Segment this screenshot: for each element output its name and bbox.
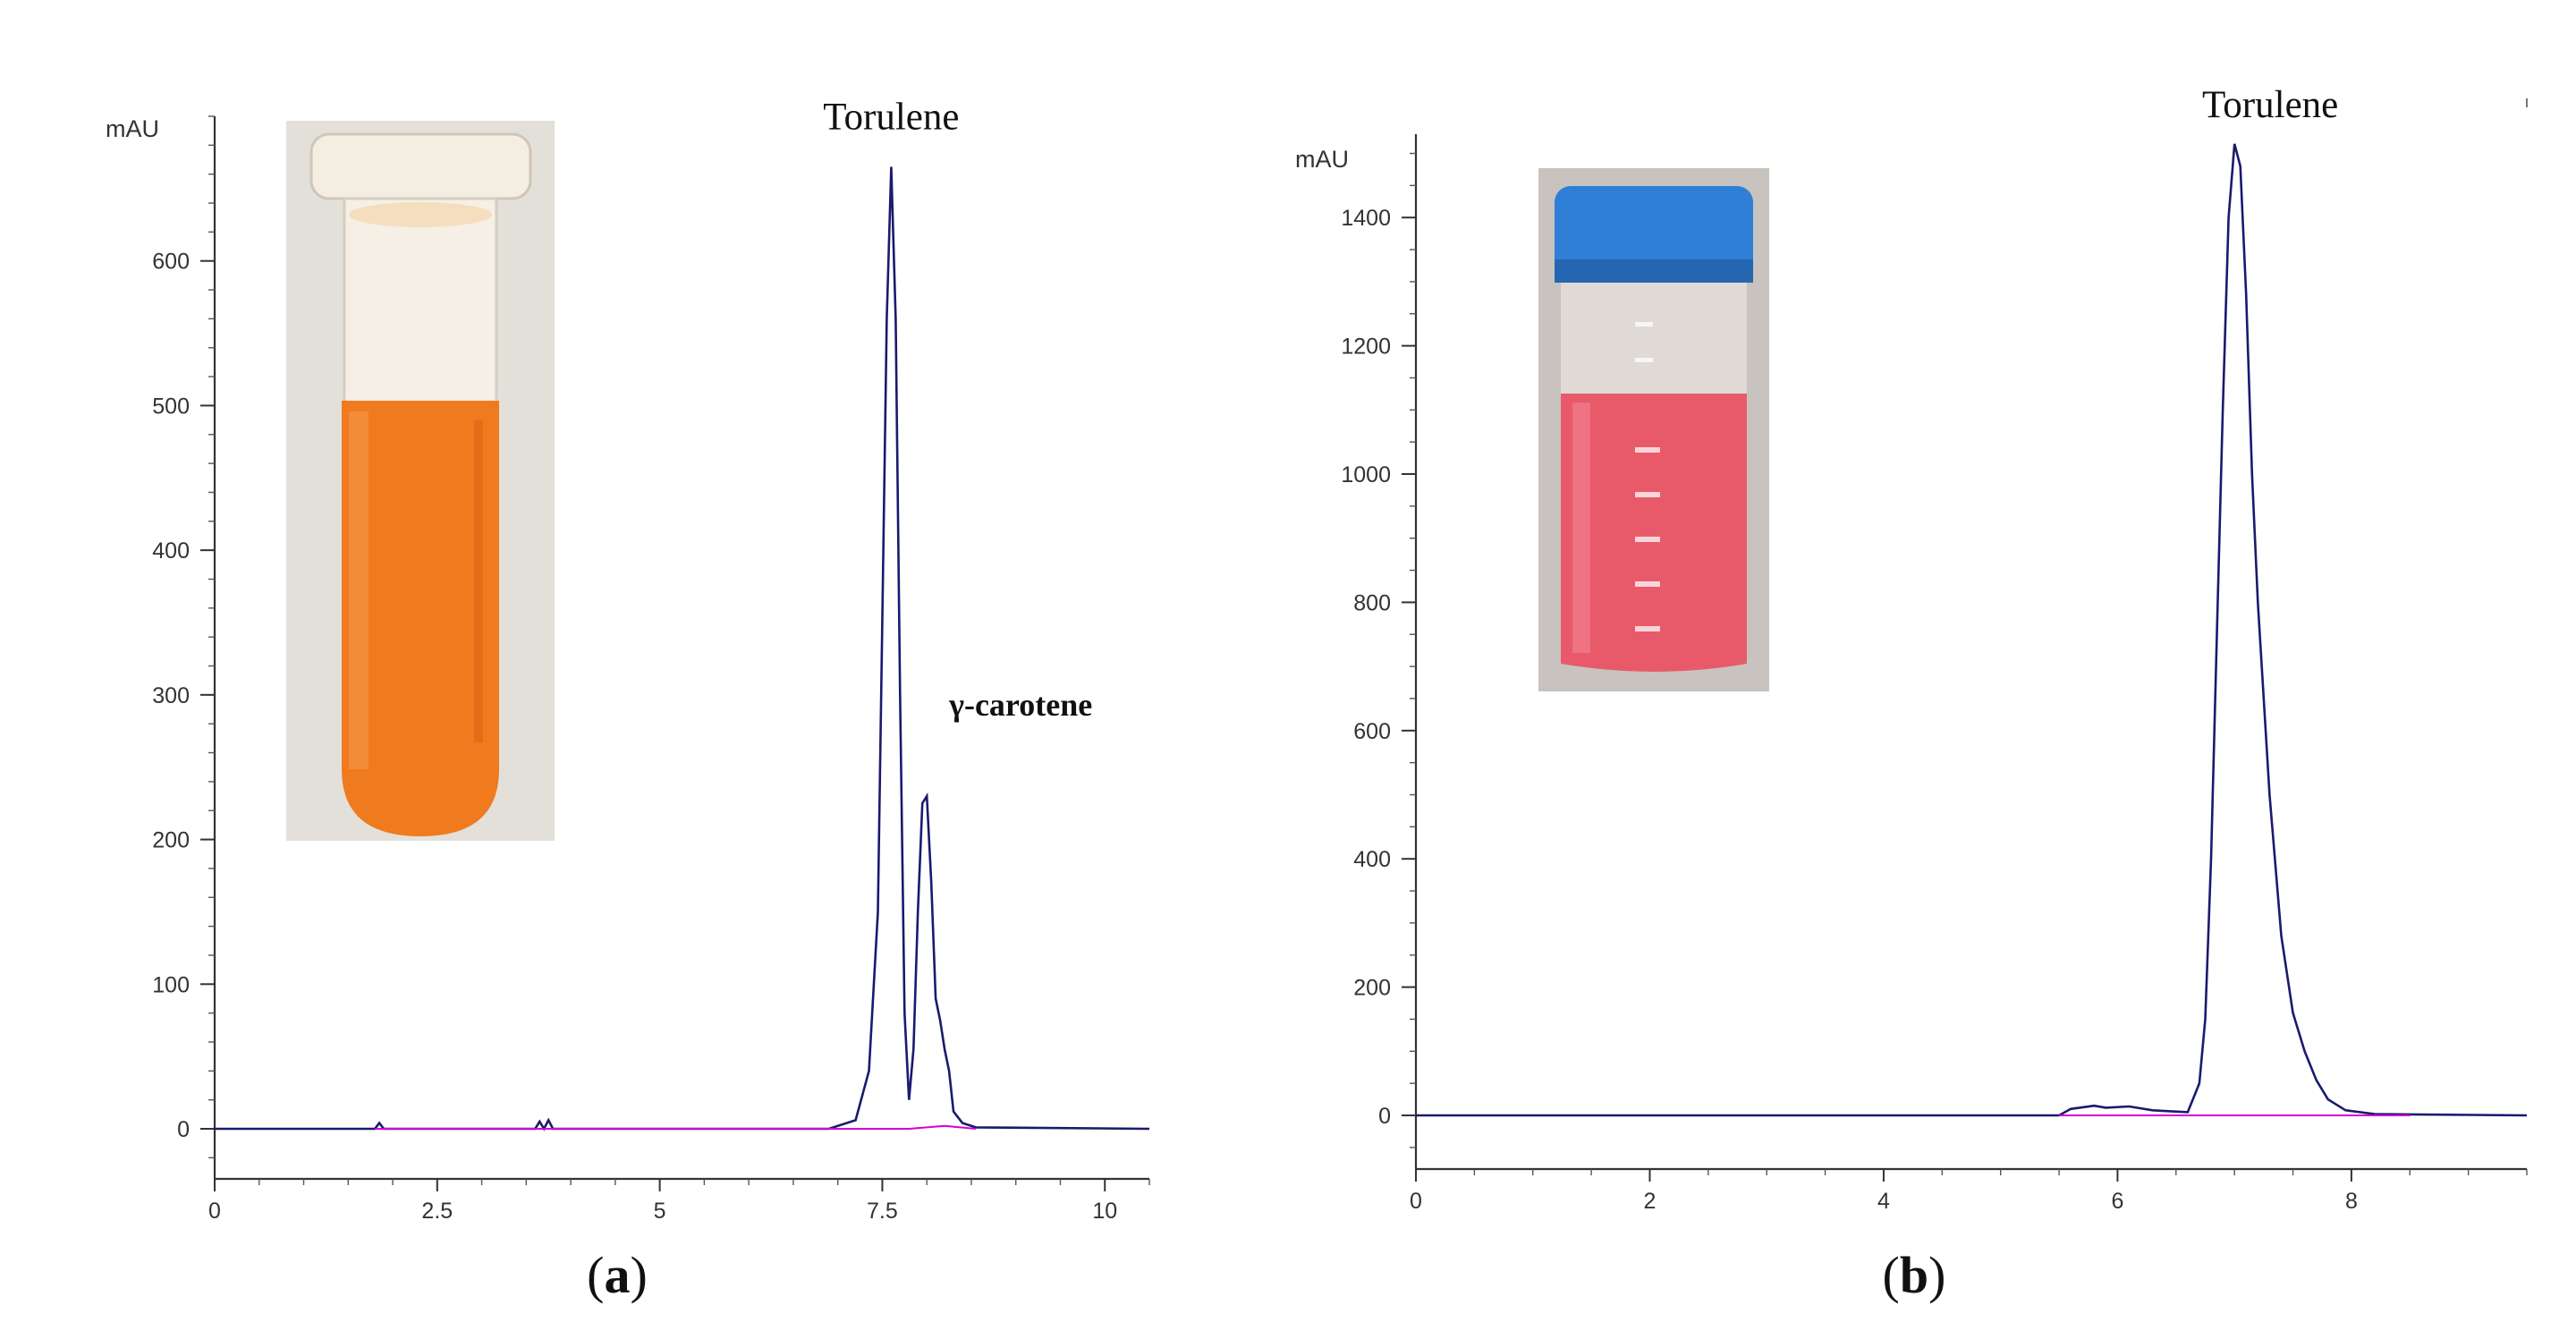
inset-photo-orange-tube [286, 121, 555, 841]
x-tick-label-b: 2 [1644, 1189, 1657, 1214]
y-unit-label-b: mAU [1295, 146, 1349, 173]
pink-liquid [1561, 394, 1747, 672]
y-tick-label-b: 1200 [1341, 335, 1391, 360]
y-tick-label-a: 500 [152, 394, 190, 419]
y-tick-label-b: 200 [1353, 976, 1391, 1001]
y-tick-label-a: 400 [152, 538, 190, 564]
y-tick-label-b: 1400 [1341, 206, 1391, 231]
y-tick-label-b: 0 [1378, 1104, 1391, 1129]
x-tick-label-b: 6 [2111, 1189, 2123, 1214]
chart-panel-a: 0 100 200 300 400 500 600 mAU 0 2.5 5 7.5 10 Torulen… [106, 97, 1150, 1304]
y-tick-label-a: 300 [152, 683, 190, 708]
x-tick-label-b: 8 [2345, 1189, 2358, 1214]
peak-annotation-a-1: Torulene [823, 97, 959, 139]
inset-photo-pink-tube [1538, 168, 1769, 691]
y-tick-label-a: 0 [177, 1117, 190, 1142]
x-tick-label-a: 2.5 [421, 1199, 453, 1224]
blue-cap [1555, 186, 1753, 283]
y-tick-label-b: 600 [1353, 719, 1391, 744]
chart-panel-b: 0 200 400 600 800 1000 1200 1400 mAU 0 2 4 6 8 Torule… [1295, 84, 2528, 1304]
y-tick-label-a: 200 [152, 828, 190, 853]
chromatogram-trace-b [1416, 143, 2528, 1117]
panel-label-b: (b) [1883, 1246, 1946, 1304]
y-unit-label-a: mAU [106, 115, 159, 142]
integration-baseline-a [375, 1124, 976, 1130]
x-tick-label-a: 10 [1092, 1199, 1117, 1224]
orange-liquid [342, 401, 499, 836]
y-tick-label-b: 400 [1353, 847, 1391, 872]
x-tick-label-b: 4 [1877, 1189, 1890, 1214]
x-tick-label-a: 7.5 [867, 1199, 898, 1224]
x-tick-label-a: 5 [654, 1199, 666, 1224]
panel-label-a: (a) [587, 1246, 648, 1304]
y-tick-label-b: 800 [1353, 590, 1391, 615]
x-tick-label-a: 0 [208, 1199, 221, 1224]
x-tick-label-b: 0 [1410, 1189, 1422, 1214]
y-tick-label-a: 100 [152, 972, 190, 997]
y-tick-label-a: 600 [152, 250, 190, 275]
peak-annotation-a-2: γ-carotene [948, 687, 1092, 723]
peak-annotation-b-1: Torulene [2202, 84, 2338, 126]
y-tick-label-b: 1000 [1341, 462, 1391, 487]
chromatogram-trace-a [215, 166, 1150, 1131]
